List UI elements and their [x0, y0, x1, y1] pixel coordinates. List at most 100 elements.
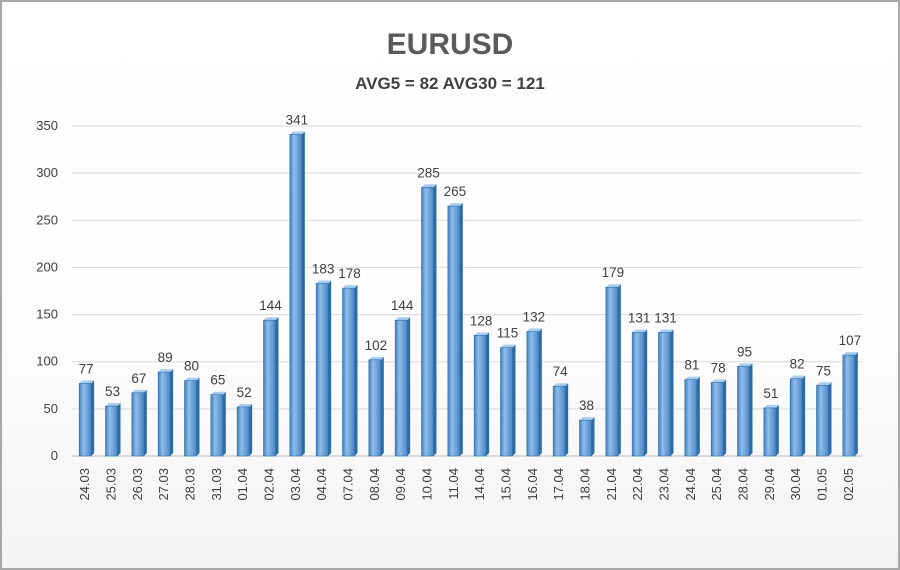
bar-side — [407, 317, 411, 456]
bar — [763, 404, 779, 457]
y-tick-label: 250 — [36, 212, 58, 227]
bar-side — [644, 329, 648, 456]
x-tick-label: 10.04 — [420, 468, 435, 501]
bar — [473, 332, 490, 457]
x-tick-label: 22.04 — [630, 468, 645, 501]
bar — [315, 280, 332, 457]
x-tick-label: 15.04 — [499, 468, 514, 501]
bar-side — [117, 403, 121, 456]
bar-front — [552, 385, 566, 457]
x-tick-label: 31.03 — [209, 468, 224, 501]
bar — [78, 380, 95, 457]
data-label: 102 — [365, 338, 388, 353]
bar-top — [158, 369, 174, 373]
bar-top — [605, 284, 621, 288]
bar — [500, 344, 516, 457]
bar — [131, 389, 147, 457]
bar — [421, 184, 437, 457]
data-label: 131 — [654, 310, 677, 325]
data-label: 183 — [312, 261, 335, 276]
x-tick-label: 01.05 — [815, 468, 830, 501]
bar-top — [526, 328, 542, 332]
x-tick-label: 17.04 — [551, 468, 566, 501]
bar-side — [328, 280, 332, 456]
bar-side — [538, 328, 542, 456]
bar-front — [184, 380, 197, 457]
bar-front — [842, 354, 856, 457]
bar-front — [342, 287, 355, 457]
data-label: 67 — [131, 371, 146, 386]
bar — [342, 285, 358, 457]
bar-top — [553, 383, 569, 387]
bar — [737, 363, 753, 457]
bar — [552, 383, 569, 457]
bar — [631, 329, 648, 457]
bar-top — [395, 317, 411, 321]
bar-top — [658, 329, 674, 333]
bar — [157, 369, 174, 457]
bar-front — [579, 419, 592, 457]
x-tick-label: 30.04 — [788, 468, 803, 501]
bar-side — [222, 391, 226, 456]
y-tick-label: 350 — [36, 118, 58, 133]
bar — [526, 328, 542, 457]
bar-top — [790, 375, 806, 379]
y-tick-label: 150 — [36, 307, 58, 322]
data-label: 131 — [628, 310, 651, 325]
data-label: 144 — [391, 298, 414, 313]
data-label: 80 — [184, 359, 199, 374]
x-tick-label: 01.04 — [235, 468, 250, 501]
bar-front — [605, 286, 619, 457]
x-tick-label: 02.04 — [262, 468, 277, 501]
bar-front — [315, 283, 329, 457]
x-tick-label: 23.04 — [657, 468, 672, 501]
bar — [684, 376, 700, 457]
bar-top — [684, 376, 700, 380]
bar-side — [828, 382, 832, 456]
bar-side — [380, 356, 384, 456]
x-axis-ticks: 24.03 25.03 26.03 27.03 28.03 31.03 01.04 02.04… — [77, 468, 856, 501]
bar-front — [684, 379, 698, 457]
bar — [105, 403, 121, 457]
x-tick-label: 25.04 — [709, 468, 724, 501]
data-label: 82 — [790, 357, 805, 372]
bar — [710, 379, 727, 457]
bar-top — [842, 352, 858, 356]
bar-front — [157, 371, 171, 457]
y-tick-label: 50 — [44, 401, 58, 416]
bar-top — [579, 417, 595, 421]
bar-front — [236, 406, 250, 457]
data-label: 107 — [839, 333, 862, 348]
bar-front — [710, 382, 724, 457]
x-tick-label: 02.05 — [841, 468, 856, 501]
bar-front — [789, 378, 803, 457]
data-labels: 77 53 67 89 80 65 52 144 341 183 178 102 144 285 265 12… — [79, 112, 861, 413]
data-label: 285 — [417, 165, 440, 180]
data-label: 38 — [579, 398, 594, 413]
bar-front — [526, 331, 540, 457]
bar-side — [196, 377, 200, 456]
bar-top — [737, 363, 753, 367]
bar-side — [723, 379, 727, 456]
data-label: 132 — [523, 310, 546, 325]
bar-front — [78, 383, 92, 457]
y-tick-label: 200 — [36, 259, 58, 274]
data-label: 75 — [816, 363, 831, 378]
bar — [394, 317, 411, 457]
bar-side — [775, 404, 779, 456]
bar-front — [421, 186, 434, 457]
bar-top — [474, 332, 490, 336]
y-tick-label: 0 — [51, 448, 58, 463]
x-tick-label: 11.04 — [446, 468, 461, 500]
data-label: 81 — [684, 358, 699, 373]
bars — [78, 131, 858, 457]
bar-side — [301, 131, 305, 456]
bar-front — [105, 405, 118, 457]
bar — [579, 417, 595, 457]
bar-top — [184, 377, 200, 381]
data-label: 51 — [763, 386, 778, 401]
bar-side — [670, 329, 674, 456]
x-tick-label: 14.04 — [472, 468, 487, 501]
x-tick-label: 21.04 — [604, 468, 619, 501]
